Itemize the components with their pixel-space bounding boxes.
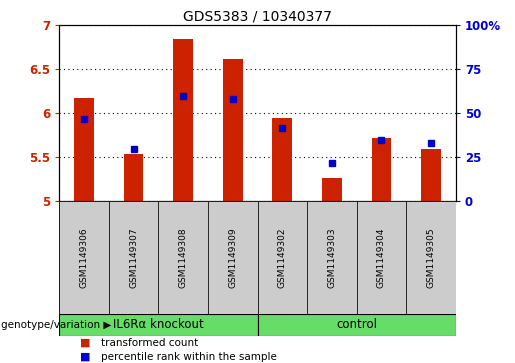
FancyBboxPatch shape	[208, 201, 258, 314]
Text: GSM1149303: GSM1149303	[328, 227, 336, 288]
Text: GSM1149308: GSM1149308	[179, 227, 187, 288]
FancyBboxPatch shape	[59, 201, 109, 314]
Bar	[421, 149, 441, 201]
FancyBboxPatch shape	[406, 201, 456, 314]
FancyBboxPatch shape	[356, 201, 406, 314]
Bar	[223, 59, 243, 201]
Text: genotype/variation ▶: genotype/variation ▶	[1, 320, 111, 330]
FancyBboxPatch shape	[59, 314, 258, 336]
FancyBboxPatch shape	[258, 314, 456, 336]
Bar	[371, 138, 391, 201]
Bar	[322, 178, 342, 201]
Text: ■: ■	[80, 352, 90, 362]
Text: IL6Rα knockout: IL6Rα knockout	[113, 318, 204, 331]
FancyBboxPatch shape	[307, 201, 356, 314]
Bar	[272, 118, 292, 201]
Text: GSM1149302: GSM1149302	[278, 228, 287, 288]
FancyBboxPatch shape	[59, 201, 456, 314]
Bar	[124, 154, 144, 201]
Text: ■: ■	[80, 338, 90, 348]
FancyBboxPatch shape	[159, 201, 208, 314]
FancyBboxPatch shape	[109, 201, 159, 314]
Text: GSM1149305: GSM1149305	[426, 227, 436, 288]
Bar	[74, 98, 94, 201]
Text: control: control	[336, 318, 377, 331]
Text: GSM1149307: GSM1149307	[129, 227, 138, 288]
Text: GDS5383 / 10340377: GDS5383 / 10340377	[183, 9, 332, 23]
Text: GSM1149304: GSM1149304	[377, 228, 386, 288]
Bar	[173, 40, 193, 201]
Text: GSM1149306: GSM1149306	[79, 227, 89, 288]
Text: GSM1149309: GSM1149309	[228, 227, 237, 288]
Text: transformed count: transformed count	[101, 338, 199, 348]
FancyBboxPatch shape	[258, 201, 307, 314]
Text: percentile rank within the sample: percentile rank within the sample	[101, 352, 278, 362]
